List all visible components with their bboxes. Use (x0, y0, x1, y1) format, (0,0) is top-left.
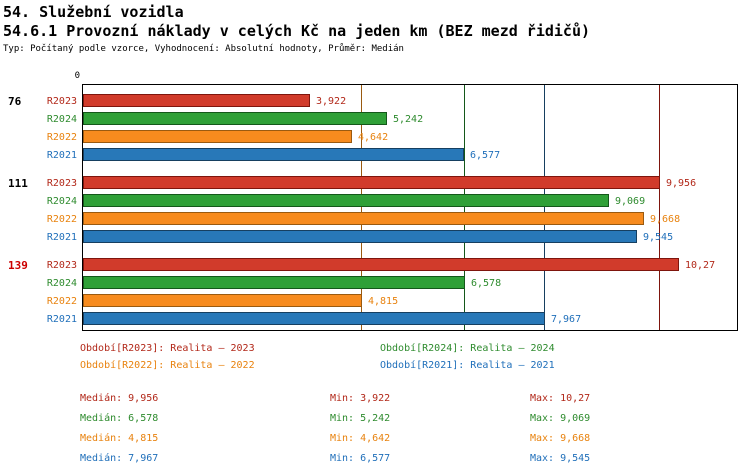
bar-row: R2021 9,545 (0, 228, 750, 246)
bar-value-label: 4,815 (368, 296, 399, 307)
stat-min-r2021: Min: 6,577 (330, 453, 391, 464)
bar-row: 76 R2023 3,922 (0, 92, 750, 110)
series-label: R2024 (46, 196, 77, 207)
stat-max-r2023: Max: 10,27 (530, 393, 591, 404)
bar-r2024 (83, 112, 387, 125)
stat-min-r2023: Min: 3,922 (330, 393, 391, 404)
bar-r2023 (83, 258, 679, 271)
chart-subtitle: Typ: Počítaný podle vzorce, Vyhodnocení:… (3, 44, 404, 54)
median-line-r2024 (464, 85, 465, 330)
bar-row: R2024 9,069 (0, 192, 750, 210)
group-label: 76 (8, 95, 22, 108)
bar-r2022 (83, 130, 352, 143)
stat-max-r2024: Max: 9,069 (530, 413, 591, 424)
bar-r2021 (83, 230, 637, 243)
legend-item-r2024: Období[R2024]: Realita – 2024 (380, 343, 555, 354)
series-label: R2023 (46, 96, 77, 107)
bar-row: R2024 6,578 (0, 274, 750, 292)
stat-min-r2022: Min: 4,642 (330, 433, 391, 444)
bar-row: R2024 5,242 (0, 110, 750, 128)
bar-row: 111 R2023 9,956 (0, 174, 750, 192)
bar-r2022 (83, 212, 644, 225)
bar-value-label: 9,668 (650, 214, 681, 225)
series-label: R2024 (46, 114, 77, 125)
series-label: R2023 (46, 260, 77, 271)
bar-value-label: 4,642 (358, 132, 389, 143)
chart-group-139: 139 R2023 10,27 R2024 6,578 R2022 4,815 R2021 7,… (0, 256, 750, 328)
plot-frame (82, 84, 738, 331)
bar-r2024 (83, 194, 609, 207)
series-label: R2021 (46, 232, 77, 243)
bar-value-label: 10,27 (685, 260, 716, 271)
bar-r2024 (83, 276, 465, 289)
series-label: R2022 (46, 296, 77, 307)
bar-r2023 (83, 94, 310, 107)
chart-stats: Medián: 9,956 Min: 3,922 Max: 10,27 Medián:… (0, 393, 750, 473)
bar-r2023 (83, 176, 660, 189)
bar-row: R2021 6,577 (0, 146, 750, 164)
bar-value-label: 3,922 (316, 96, 347, 107)
series-label: R2021 (46, 150, 77, 161)
chart-group-76: 76 R2023 3,922 R2024 5,242 R2022 4,642 R2021 6,5… (0, 92, 750, 164)
bar-value-label: 6,577 (470, 150, 501, 161)
median-line-r2023 (659, 85, 660, 330)
legend-item-r2021: Období[R2021]: Realita – 2021 (380, 360, 555, 371)
stat-median-r2023: Medián: 9,956 (80, 393, 159, 404)
bar-row: 139 R2023 10,27 (0, 256, 750, 274)
series-label: R2022 (46, 132, 77, 143)
bar-row: R2021 7,967 (0, 310, 750, 328)
chart-groups: 76 R2023 3,922 R2024 5,242 R2022 4,642 R2021 6,5… (0, 84, 750, 331)
stat-median-r2022: Medián: 4,815 (80, 433, 159, 444)
chart-plot: 76 R2023 3,922 R2024 5,242 R2022 4,642 R2021 6,5… (0, 84, 750, 331)
series-label: R2024 (46, 278, 77, 289)
legend-item-r2022: Období[R2022]: Realita – 2022 (80, 360, 255, 371)
median-lines-layer (0, 84, 750, 331)
bar-value-label: 7,967 (551, 314, 582, 325)
legend-item-r2023: Období[R2023]: Realita – 2023 (80, 343, 255, 354)
median-line-r2022 (361, 85, 362, 330)
series-label: R2023 (46, 178, 77, 189)
bar-r2021 (83, 312, 545, 325)
bar-row: R2022 4,642 (0, 128, 750, 146)
chart-legend: Období[R2023]: Realita – 2023 Období[R202… (0, 343, 750, 377)
group-label: 139 (8, 259, 28, 272)
axis-origin-label: 0 (74, 71, 80, 81)
bar-r2021 (83, 148, 464, 161)
bar-row: R2022 9,668 (0, 210, 750, 228)
bar-value-label: 9,069 (615, 196, 646, 207)
stat-min-r2024: Min: 5,242 (330, 413, 391, 424)
stat-max-r2022: Max: 9,668 (530, 433, 591, 444)
stat-median-r2024: Medián: 6,578 (80, 413, 159, 424)
group-label: 111 (8, 177, 28, 190)
stat-max-r2021: Max: 9,545 (530, 453, 591, 464)
bar-value-label: 9,956 (666, 178, 697, 189)
bar-r2022 (83, 294, 362, 307)
series-label: R2022 (46, 214, 77, 225)
series-label: R2021 (46, 314, 77, 325)
bar-row: R2022 4,815 (0, 292, 750, 310)
bar-value-label: 9,545 (643, 232, 674, 243)
report-title: 54. Služební vozidla (3, 3, 184, 21)
bar-value-label: 5,242 (393, 114, 424, 125)
chart-group-111: 111 R2023 9,956 R2024 9,069 R2022 9,668 R2021 9,… (0, 174, 750, 246)
bar-value-label: 6,578 (471, 278, 502, 289)
stat-median-r2021: Medián: 7,967 (80, 453, 159, 464)
chart-title: 54.6.1 Provozní náklady v celých Kč na j… (3, 22, 590, 40)
median-line-r2021 (544, 85, 545, 330)
